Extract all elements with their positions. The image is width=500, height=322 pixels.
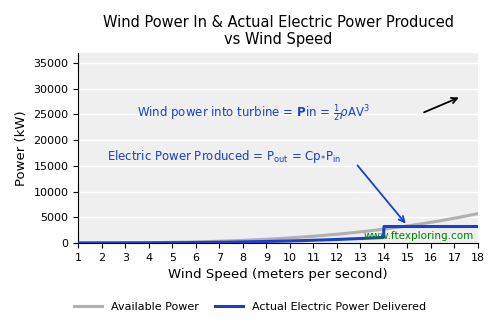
Actual Electric Power Delivered (394, 224, 400, 228)
Line: Actual Electric Power Delivered: Actual Electric Power Delivered (78, 226, 478, 243)
Available Power (252, 238, 258, 242)
Actual Electric Power Delivered (116, 241, 122, 245)
Text: Wind power into turbine = $\bf{P}$in = $\frac{1}{2}\rho$AV$^{3}$: Wind power into turbine = $\bf{P}$in = $… (137, 102, 370, 124)
Text: Electric Power Produced = P$_{\mathrm{out}}$ = Cp$_{*}$P$_{\mathrm{in}}$: Electric Power Produced = P$_{\mathrm{ou… (106, 148, 340, 165)
Actual Electric Power Delivered (350, 237, 356, 241)
Available Power (116, 241, 122, 245)
Title: Wind Power In & Actual Electric Power Produced
vs Wind Speed: Wind Power In & Actual Electric Power Pr… (102, 15, 454, 47)
X-axis label: Wind Speed (meters per second): Wind Speed (meters per second) (168, 268, 388, 281)
Legend: Available Power, Actual Electric Power Delivered: Available Power, Actual Electric Power D… (70, 298, 430, 317)
Text: www.ftexploring.com: www.ftexploring.com (364, 231, 474, 241)
Available Power (350, 231, 356, 235)
Available Power (394, 225, 400, 229)
Available Power (237, 239, 243, 242)
Actual Electric Power Delivered (237, 240, 243, 244)
Y-axis label: Power (kW): Power (kW) (15, 110, 28, 186)
Available Power (475, 212, 481, 215)
Available Power (76, 241, 82, 245)
Available Power (387, 226, 393, 230)
Line: Available Power: Available Power (78, 213, 478, 243)
Actual Electric Power Delivered (475, 224, 481, 228)
Actual Electric Power Delivered (381, 224, 387, 228)
Actual Electric Power Delivered (388, 224, 394, 228)
Actual Electric Power Delivered (76, 241, 82, 245)
Actual Electric Power Delivered (252, 240, 258, 244)
